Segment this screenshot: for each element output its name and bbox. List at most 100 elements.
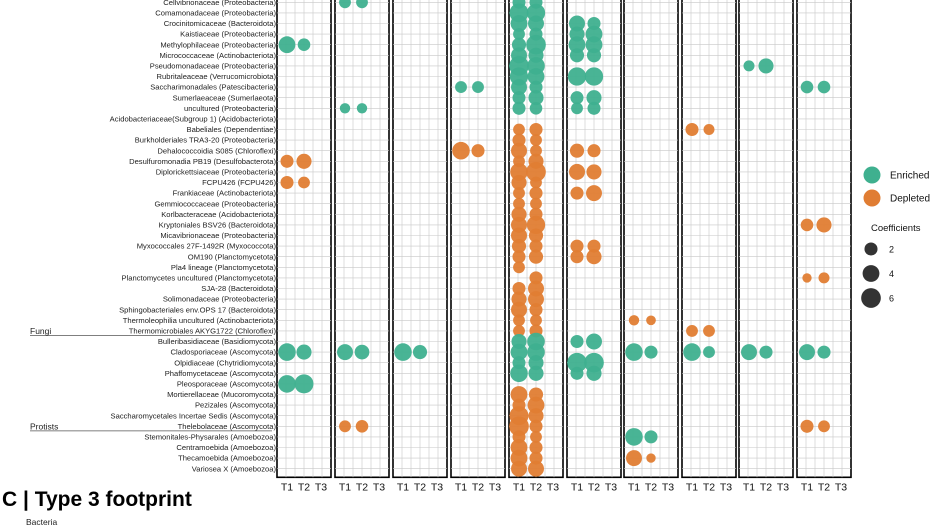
- row-label: Olpidiaceae (Chytridiomycota): [174, 358, 276, 367]
- point-depleted: [818, 420, 830, 433]
- point-enriched: [528, 355, 544, 371]
- row-label: Sumerlaeaceae (Sumerlaeota): [173, 93, 277, 102]
- point-depleted: [526, 215, 546, 235]
- point-depleted: [628, 315, 640, 326]
- point-depleted: [355, 420, 369, 433]
- legend-label: Depleted: [890, 194, 930, 205]
- legend-size-swatch: [861, 288, 881, 308]
- point-enriched: [586, 333, 602, 350]
- panel-2: [334, 0, 390, 479]
- x-tick-label: T2: [760, 481, 772, 493]
- point-enriched: [743, 60, 755, 72]
- point-depleted: [529, 122, 543, 137]
- point-depleted: [510, 163, 528, 181]
- point-depleted: [511, 239, 527, 254]
- x-tick-label: T1: [513, 481, 525, 493]
- row-label: Frankiaceae (Actinobacteriota): [173, 189, 277, 198]
- point-depleted: [513, 324, 525, 337]
- point-enriched: [510, 364, 528, 383]
- point-enriched: [528, 15, 544, 32]
- point-enriched: [568, 36, 586, 54]
- point-enriched: [339, 0, 351, 9]
- row-label: OM190 (Planctomycetota): [188, 252, 277, 261]
- point-depleted: [570, 186, 584, 200]
- x-tick-label: T2: [818, 481, 830, 493]
- row-label: Gemmiococcaceae (Proteobacteria): [154, 199, 276, 208]
- point-enriched: [394, 343, 412, 361]
- row-label: Solimonadaceae (Proteobacteria): [163, 295, 277, 304]
- point-depleted: [530, 430, 542, 443]
- point-depleted: [513, 261, 525, 274]
- row-label: Pla4 lineage (Planctomycetota): [171, 263, 277, 272]
- point-depleted: [587, 144, 601, 158]
- x-tick-label: T2: [588, 481, 600, 493]
- point-depleted: [528, 408, 544, 424]
- row-label: Pezizales (Ascomycota): [195, 401, 276, 410]
- point-enriched: [354, 344, 370, 360]
- next-panel-label: Bacteria: [26, 517, 58, 527]
- row-label: Comamonadaceae (Proteobacteria): [155, 9, 276, 18]
- point-enriched: [278, 36, 296, 54]
- point-enriched: [644, 345, 658, 359]
- point-enriched: [570, 366, 584, 380]
- point-depleted: [296, 153, 312, 169]
- panel-8: [681, 0, 737, 479]
- row-label: Phaffomycetaceae (Ascomycota): [165, 369, 277, 378]
- row-label: SJA-28 (Bacteroidota): [201, 284, 276, 293]
- point-depleted: [513, 197, 525, 210]
- row-label: Mortierellaceae (Mucoromycota): [167, 390, 276, 399]
- x-tick-label: T3: [431, 481, 443, 493]
- row-label: Thelebolaceae (Ascomycota): [178, 422, 277, 431]
- row-label: Micrococcaceae (Actinobacteriota): [160, 51, 277, 60]
- point-depleted: [529, 186, 543, 200]
- row-label: Saccharomycetales Incertae Sedis (Ascomy…: [111, 411, 277, 420]
- point-enriched: [528, 90, 544, 106]
- point-enriched: [512, 91, 526, 105]
- point-depleted: [530, 134, 542, 147]
- row-label: Methylophilaceae (Proteobacteria): [160, 40, 276, 49]
- panel-7: [623, 0, 679, 479]
- point-enriched: [759, 345, 773, 359]
- point-enriched: [512, 101, 526, 115]
- x-tick-label: T2: [703, 481, 715, 493]
- data-points: [278, 0, 832, 477]
- point-enriched: [339, 103, 351, 114]
- point-depleted: [513, 123, 525, 136]
- point-depleted: [512, 133, 526, 147]
- x-tick-labels: T1 T2 T3 T1 T2 T3 T1 T2 T3 T1 T2 T3 T1 T2 T3 T1 T2 T3 T1 T2…: [281, 481, 847, 493]
- point-depleted: [800, 218, 814, 232]
- point-enriched: [527, 68, 545, 85]
- point-depleted: [570, 239, 584, 253]
- point-enriched: [741, 344, 757, 361]
- point-enriched: [296, 344, 312, 360]
- point-enriched: [570, 91, 584, 105]
- point-depleted: [513, 187, 525, 200]
- row-label: Dehalococcoidia S085 (Chloroflexi): [157, 146, 276, 155]
- group-labels: Fungi Protists: [30, 326, 272, 431]
- point-enriched: [511, 79, 527, 96]
- x-tick-label: T1: [571, 481, 583, 493]
- point-enriched: [278, 375, 296, 393]
- x-tick-label: T1: [801, 481, 813, 493]
- point-enriched: [356, 103, 368, 114]
- point-enriched: [571, 102, 583, 115]
- row-label: Saccharimonadales (Patescibacteria): [150, 83, 276, 92]
- panel-4: [450, 0, 506, 479]
- point-depleted: [686, 324, 698, 337]
- point-depleted: [570, 250, 584, 264]
- point-depleted: [298, 176, 310, 189]
- point-enriched: [569, 48, 585, 63]
- row-label: Thecamoebida (Amoebozoa): [178, 454, 276, 463]
- x-tick-label: T1: [743, 481, 755, 493]
- point-depleted: [586, 164, 602, 180]
- point-depleted: [339, 420, 351, 433]
- x-tick-label: T3: [547, 481, 559, 493]
- point-enriched: [356, 0, 368, 9]
- point-depleted: [526, 162, 546, 182]
- point-enriched: [584, 67, 604, 86]
- x-tick-label: T2: [414, 481, 426, 493]
- point-depleted: [512, 281, 526, 296]
- point-depleted: [280, 154, 294, 168]
- point-depleted: [529, 239, 543, 253]
